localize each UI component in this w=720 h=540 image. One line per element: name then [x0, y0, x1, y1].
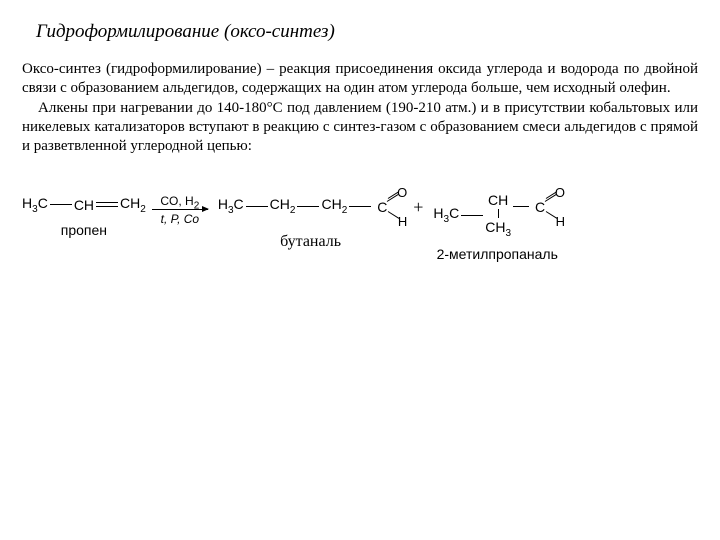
atom: CH2 — [321, 197, 347, 216]
vertical-bond — [498, 209, 499, 218]
product-butanal: H3C CH2 CH2 C O H бутаналь — [218, 190, 403, 252]
atom: H3C — [218, 197, 244, 216]
single-bond — [50, 204, 72, 205]
paragraph-1: Оксо-синтез (гидроформилирование) – реак… — [22, 60, 698, 98]
atom: CH2 — [120, 196, 146, 215]
double-bond — [96, 201, 118, 209]
single-bond — [513, 206, 529, 207]
paragraph-2: Алкены при нагревании до 140-180°C под д… — [22, 99, 698, 155]
page-title: Гидроформилирование (оксо-синтез) — [36, 20, 698, 44]
product-2methylpropanal: H3C CH CH3 C O H 2-метилпропаналь — [433, 190, 561, 264]
reaction-arrow: CO, H2 t, P, Co — [152, 194, 208, 228]
atom: CH2 — [270, 197, 296, 216]
single-bond — [297, 206, 319, 207]
product1-label: бутаналь — [280, 232, 341, 252]
single-bond — [349, 206, 371, 207]
atom: CH — [74, 198, 94, 212]
reactant-label: пропен — [61, 222, 107, 240]
branched-carbon: CH CH3 — [485, 193, 511, 239]
single-bond — [461, 215, 483, 216]
product2-label: 2-метилпропаналь — [437, 246, 558, 264]
atom: H3C — [433, 206, 459, 225]
single-bond — [246, 206, 268, 207]
cho-group: C O H — [531, 190, 561, 224]
reactant-propene: H3C CH CH2 пропен — [22, 190, 146, 240]
plus-sign: + — [413, 196, 423, 219]
atom: H3C — [22, 196, 48, 215]
cho-group: C O H — [373, 190, 403, 224]
reaction-scheme: H3C CH CH2 пропен CO, H2 t, P, Co H3C CH… — [22, 190, 698, 264]
